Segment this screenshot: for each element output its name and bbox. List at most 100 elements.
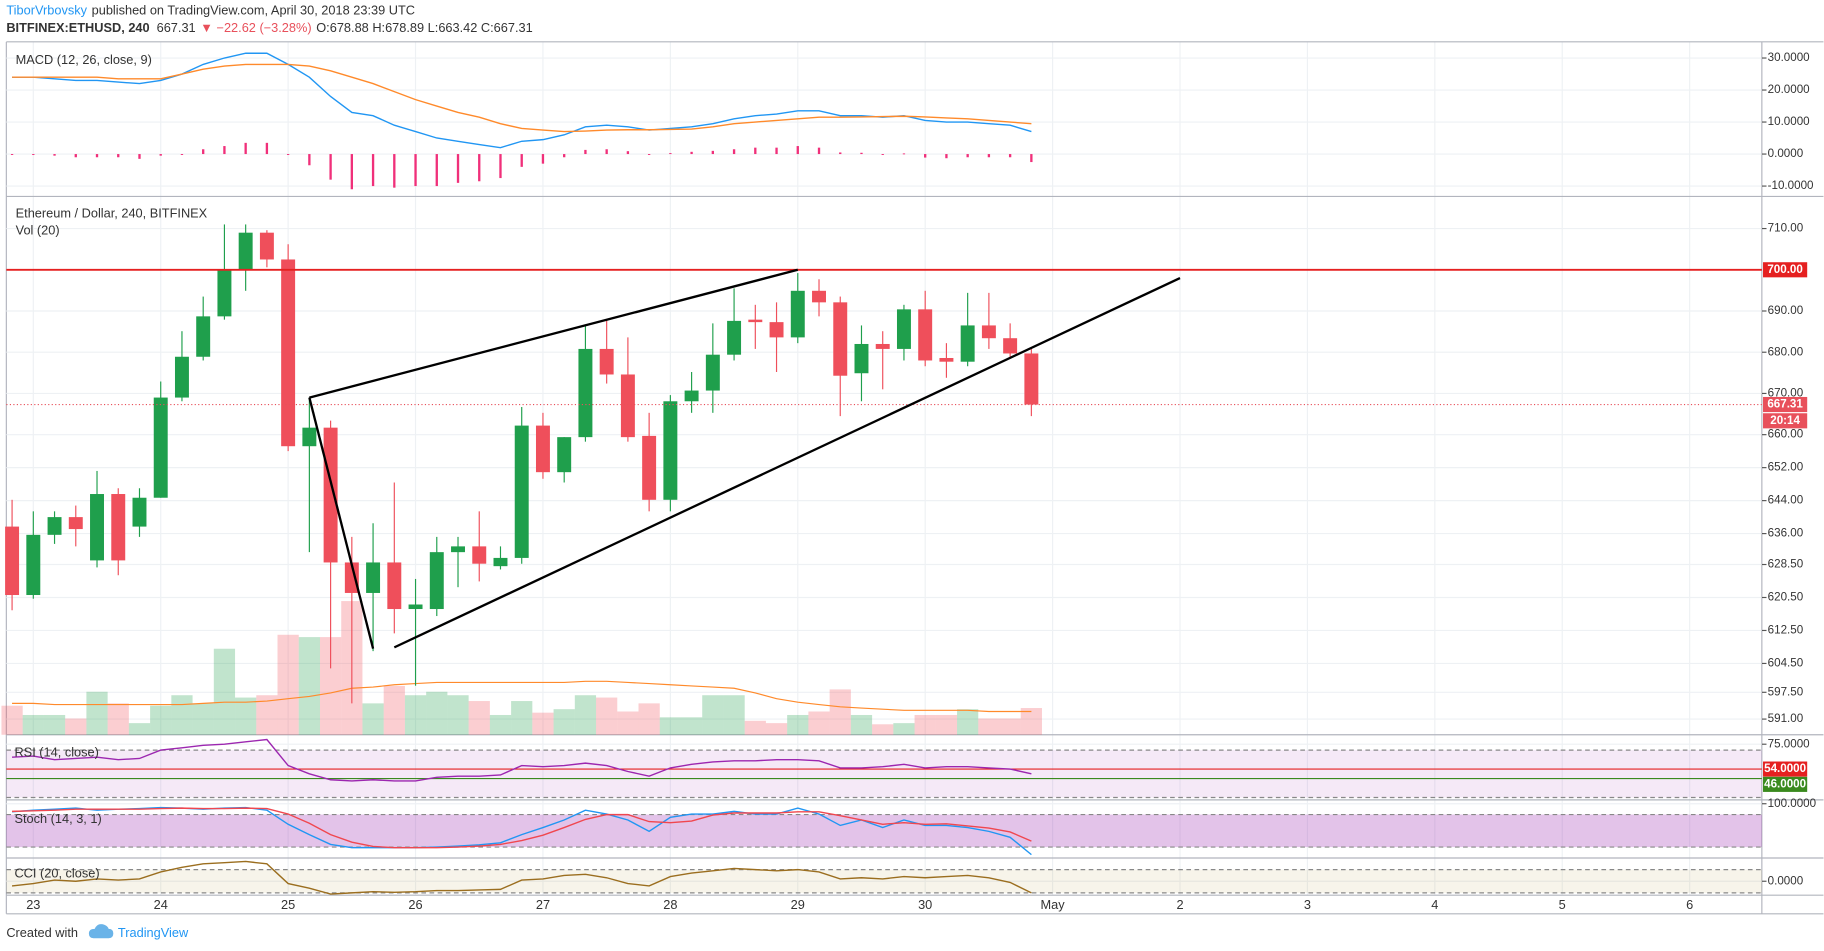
candle-body	[960, 325, 975, 362]
x-tick-label: 4	[1431, 897, 1438, 912]
histogram-bar	[584, 149, 587, 155]
y-tick-label: 10.0000	[1768, 115, 1810, 128]
candle-body	[769, 322, 784, 338]
level-label-bg	[1763, 776, 1808, 792]
candle-body	[451, 546, 465, 553]
trend-line	[308, 397, 375, 649]
candle-body	[833, 302, 848, 376]
volume-bar	[999, 718, 1021, 735]
y-tick-label: 0.0000	[1768, 147, 1804, 160]
candle-body	[854, 343, 869, 374]
candle-body	[918, 309, 933, 361]
histogram-bar	[499, 154, 502, 179]
x-tick-label: 3	[1304, 897, 1311, 912]
candle-body	[896, 309, 911, 349]
volume-bar	[702, 695, 724, 735]
y-tick-label: 20.0000	[1768, 83, 1810, 96]
level-label: 46.0000	[1764, 777, 1806, 790]
histogram-bar	[902, 153, 906, 155]
last-price-label-bg	[1763, 396, 1808, 413]
y-tick-label: 636.00	[1768, 527, 1804, 540]
x-tick-label: 26	[408, 897, 422, 912]
candle-body	[790, 290, 805, 338]
volume-bar	[596, 697, 618, 735]
histogram-bar	[350, 154, 354, 190]
volume-bar	[277, 634, 299, 735]
candle-body	[47, 517, 62, 535]
y-tick-label: -10.0000	[1768, 179, 1814, 192]
histogram-bar	[839, 152, 842, 155]
volume-bar	[404, 695, 427, 735]
volume-bar	[808, 711, 830, 735]
candle-body	[493, 557, 508, 567]
candle-body	[174, 356, 189, 398]
volume-bar	[468, 701, 490, 735]
histogram-bar	[945, 154, 948, 159]
candle-body	[323, 427, 338, 563]
volume-bar	[362, 703, 384, 735]
histogram-bar	[732, 149, 736, 155]
candle-body	[429, 552, 444, 610]
candle-body	[259, 232, 274, 260]
candle-body	[557, 437, 572, 473]
y-tick-label: 660.00	[1768, 428, 1804, 441]
volume-bar	[192, 703, 214, 735]
volume-bar	[107, 703, 129, 735]
volume-bar	[150, 705, 172, 735]
x-tick-label: 29	[791, 897, 805, 912]
candle-body	[26, 534, 41, 596]
volume-bar	[553, 709, 575, 735]
header-line2: BITFINEX:ETHUSD, 240 667.31 ▼ −22.62 (−3.2…	[6, 20, 532, 35]
volume-bar	[680, 717, 703, 735]
volume-bar	[171, 695, 193, 735]
histogram-bar	[223, 146, 226, 155]
histogram-bar	[647, 154, 651, 155]
histogram-bar	[308, 154, 311, 166]
volume-bar	[787, 714, 809, 735]
volume-bar	[829, 689, 851, 735]
candle-body	[1024, 353, 1039, 405]
x-tick-label: May	[1041, 897, 1066, 912]
last-price-label: 667.31	[1767, 398, 1803, 411]
trend-line	[309, 268, 799, 399]
header-line1: TiborVrbovsky published on TradingView.co…	[6, 3, 415, 18]
candle-body	[387, 562, 402, 610]
histogram-bar	[10, 154, 14, 155]
hline-label-bg	[1763, 262, 1808, 278]
candle-body	[153, 397, 168, 498]
published: published on TradingView.com, April 30, …	[92, 3, 415, 18]
indicator-line	[12, 807, 1032, 849]
y-tick-label: 652.00	[1768, 461, 1804, 474]
logo[interactable]	[88, 924, 114, 939]
y-tick-label: 670.00	[1768, 387, 1804, 400]
footer-text: Created with	[6, 925, 78, 940]
candle-body	[684, 390, 699, 402]
footer-brand[interactable]: TradingView	[118, 925, 189, 940]
histogram-bar	[286, 154, 290, 155]
candle-body	[344, 562, 359, 593]
volume-bar	[86, 691, 108, 735]
volume-bar	[872, 724, 894, 735]
volume-bar	[235, 697, 257, 735]
histogram-bar	[180, 154, 184, 155]
histogram-bar	[860, 152, 863, 155]
histogram-bar	[32, 154, 35, 155]
level-label: 54.0000	[1764, 762, 1806, 775]
candle-body	[90, 494, 104, 561]
histogram-bar	[987, 154, 991, 158]
candle-body	[875, 343, 890, 349]
y-tick-label: 644.00	[1768, 494, 1804, 507]
candle-body	[408, 604, 423, 610]
y-tick-label: 75.0000	[1768, 737, 1810, 750]
candle-body	[111, 494, 126, 561]
volume-bar	[574, 695, 597, 735]
histogram-bar	[796, 146, 799, 155]
x-tick-label: 27	[536, 897, 550, 912]
y-tick-label: 597.50	[1768, 685, 1804, 698]
panel-title: RSI (14, close)	[14, 745, 98, 760]
symbol: BITFINEX:ETHUSD, 240	[6, 20, 149, 35]
panel-title: Stoch (14, 3, 1)	[14, 811, 101, 826]
author[interactable]: TiborVrbovsky	[6, 3, 87, 18]
volume-bar	[43, 714, 66, 735]
histogram-bar	[775, 147, 778, 155]
